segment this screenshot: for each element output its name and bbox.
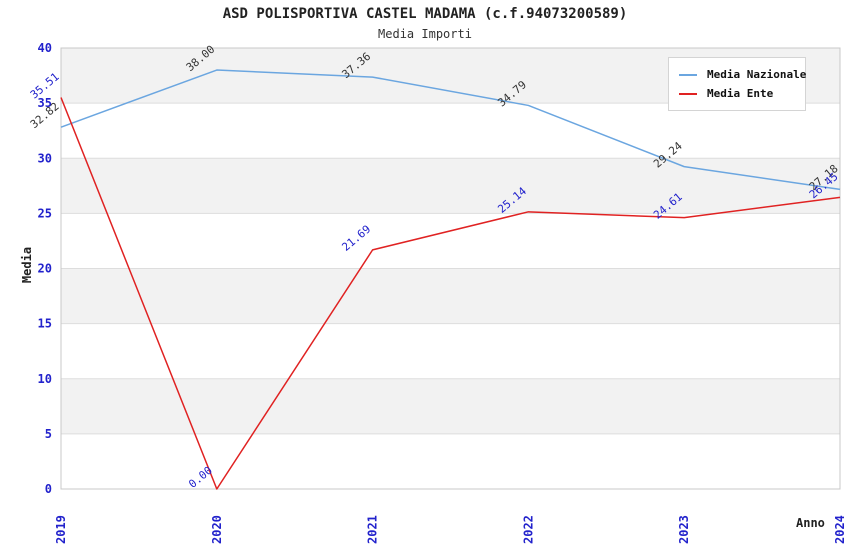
x-axis-tick-labels: 2019 2020 2021 2022 2023 2024 [54, 515, 847, 544]
y-tick-label: 20 [38, 262, 52, 276]
x-tick-label: 2019 [54, 515, 68, 544]
series-line [60, 97, 841, 490]
y-tick-label: 5 [45, 427, 52, 441]
x-tick-label: 2024 [833, 515, 847, 544]
series-line [60, 69, 841, 191]
line-swatch-nazionale-icon [679, 73, 697, 76]
band [61, 268, 840, 324]
x-axis-title: Anno [796, 516, 825, 530]
legend-item-media-nazionale: Media Nazionale [679, 68, 806, 81]
y-axis-title: Media [20, 246, 34, 284]
chart-subtitle: Media Importi [378, 27, 472, 41]
x-tick-label: 2020 [210, 515, 224, 544]
band [61, 378, 840, 434]
legend-label: Media Nazionale [707, 68, 807, 81]
data-label: 0.00 [186, 464, 215, 491]
y-tick-label: 40 [38, 41, 52, 55]
data-label: 21.69 [339, 223, 373, 254]
y-tick-label: 15 [38, 317, 52, 331]
legend: Media Nazionale Media Ente [668, 57, 806, 111]
x-tick-label: 2021 [366, 515, 380, 544]
y-tick-label: 10 [38, 372, 52, 386]
x-tick-label: 2022 [521, 515, 535, 544]
y-tick-label: 35 [38, 96, 52, 110]
y-tick-label: 30 [38, 151, 52, 165]
legend-label: Media Ente [707, 87, 774, 100]
band [61, 158, 840, 214]
line-swatch-ente-icon [679, 92, 697, 95]
y-axis-tick-labels: 0 5 10 15 20 25 30 35 40 [38, 41, 52, 496]
x-tick-label: 2023 [677, 515, 691, 544]
chart-title: ASD POLISPORTIVA CASTEL MADAMA (c.f.9407… [222, 6, 628, 22]
y-tick-label: 0 [45, 482, 52, 496]
plot-frame [60, 47, 841, 490]
legend-item-media-ente: Media Ente [679, 87, 797, 100]
y-tick-label: 25 [38, 206, 52, 220]
